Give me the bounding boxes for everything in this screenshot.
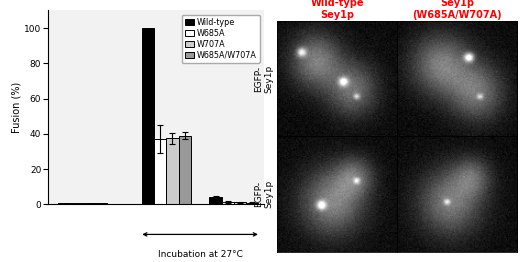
Bar — [142, 28, 154, 204]
Y-axis label: Fusion (%): Fusion (%) — [11, 82, 21, 133]
Bar — [154, 139, 166, 204]
Text: EGFP-
Sey1p: EGFP- Sey1p — [254, 180, 274, 208]
Bar — [246, 203, 258, 204]
Bar — [222, 202, 234, 204]
Text: EGFP-
Sey1p: EGFP- Sey1p — [254, 64, 274, 93]
Text: Wild-type
Sey1p: Wild-type Sey1p — [310, 0, 364, 20]
Bar — [166, 138, 178, 204]
Bar — [178, 136, 191, 204]
Bar — [210, 197, 222, 204]
Legend: Wild-type, W685A, W707A, W685A/W707A: Wild-type, W685A, W707A, W685A/W707A — [182, 14, 260, 63]
Text: Incubation at 27°C: Incubation at 27°C — [158, 250, 242, 259]
Bar — [234, 202, 246, 204]
Text: Sey1p
(W685A/W707A): Sey1p (W685A/W707A) — [412, 0, 502, 20]
